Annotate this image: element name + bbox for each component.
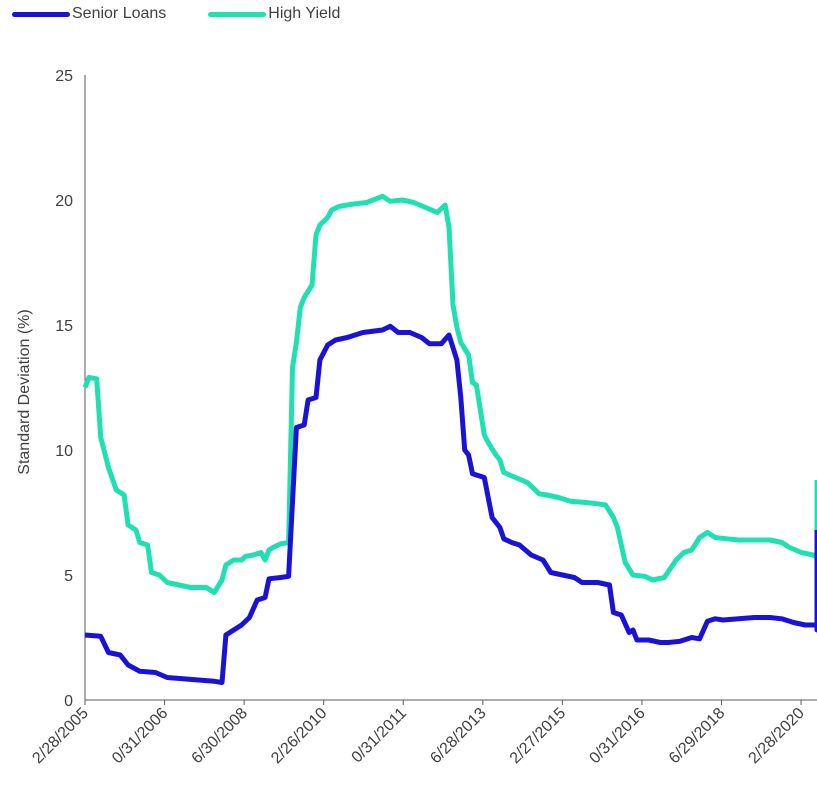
- legend-swatch-high-yield: [208, 11, 267, 17]
- x-tick-label: 2/27/2015: [507, 705, 569, 767]
- y-tick-label: 20: [55, 193, 73, 210]
- x-tick-label: 0/31/2006: [109, 705, 171, 767]
- legend-item-high-yield[interactable]: High Yield: [208, 5, 340, 23]
- x-tick-label: 2/28/2020: [746, 705, 808, 767]
- y-tick-label: 25: [55, 68, 73, 85]
- y-axis: 0 5 10 15 20 25: [55, 68, 86, 710]
- x-tick-label: 6/29/2018: [666, 705, 728, 767]
- legend-label-high-yield: High Yield: [268, 5, 341, 22]
- legend-swatch-senior-loans: [12, 11, 70, 17]
- legend: Senior Loans High Yield: [12, 5, 382, 23]
- x-tick-label: 6/30/2008: [189, 705, 251, 767]
- x-tick-label: 2/28/2005: [29, 705, 91, 767]
- x-tick-label: 0/31/2016: [586, 705, 648, 767]
- y-axis-title: Standard Deviation (%): [16, 309, 33, 474]
- x-tick-label: 2/26/2010: [268, 705, 330, 767]
- x-axis: 2/28/2005 0/31/2006 6/30/2008 2/26/2010 0/31…: [29, 699, 817, 767]
- y-tick-label: 5: [64, 568, 73, 585]
- x-tick-label: 6/28/2013: [427, 705, 489, 767]
- legend-label-senior-loans: Senior Loans: [72, 5, 167, 22]
- series-line-senior-loans: [84, 323, 817, 685]
- series-layer: [82, 193, 817, 685]
- legend-item-senior-loans[interactable]: Senior Loans: [12, 5, 166, 23]
- y-tick-label: 15: [55, 318, 73, 335]
- series-line-high-yield: [82, 193, 817, 595]
- y-tick-label: 0: [64, 693, 73, 710]
- x-tick-label: 0/31/2011: [349, 705, 411, 767]
- y-tick-label: 10: [55, 443, 73, 460]
